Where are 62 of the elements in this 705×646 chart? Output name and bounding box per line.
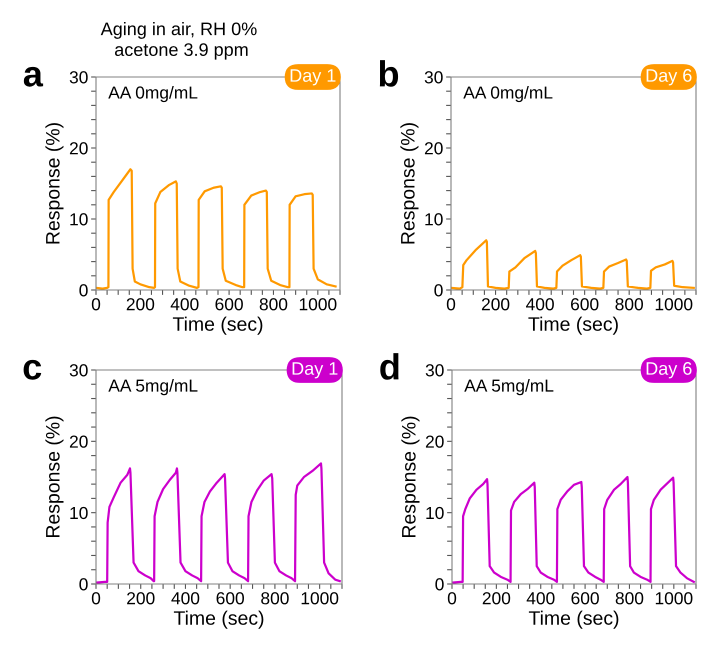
x-tick-label: 200	[482, 298, 510, 310]
x-tick-label: 600	[216, 592, 244, 604]
line-series	[96, 168, 337, 290]
y-tick-label: 30	[70, 71, 88, 84]
y-tick-label: 10	[70, 506, 88, 520]
y-tick-label: 0	[434, 284, 443, 296]
y-tick-label: 20	[70, 142, 88, 154]
y-tick-label: 20	[70, 436, 88, 448]
x-tick-label: 0	[446, 298, 456, 310]
annotation: AA 5mg/mL	[464, 379, 554, 396]
x-axis-title: Time (sec)	[174, 610, 264, 629]
y-tick-label: 10	[70, 213, 88, 226]
x-tick-label: 400	[171, 592, 200, 604]
x-axis-title: Time (sec)	[172, 316, 262, 335]
x-tick-label: 400	[170, 298, 199, 310]
y-axis-title: Response (%)	[45, 416, 64, 537]
x-tick-label: 1000	[302, 592, 338, 604]
text: b	[380, 60, 398, 87]
x-tick-label: 600	[571, 592, 599, 604]
annotation: Day 1	[292, 362, 338, 378]
y-tick-label: 0	[79, 284, 88, 296]
x-tick-label: 600	[571, 298, 598, 310]
x-tick-label: 800	[615, 298, 643, 310]
y-tick-label: 30	[70, 364, 88, 376]
x-tick-label: 800	[616, 592, 644, 604]
y-tick-label: 20	[424, 142, 443, 154]
y-tick-label: 20	[426, 436, 444, 448]
y-tick-label: 10	[425, 213, 443, 226]
x-tick-label: 0	[92, 592, 100, 604]
annotation: AA 0mg/mL	[108, 86, 198, 102]
x-tick-label: 0	[448, 592, 456, 604]
x-tick-label: 200	[127, 592, 155, 604]
y-tick-label: 10	[426, 506, 444, 520]
x-axis-title: Time (sec)	[528, 610, 618, 629]
annotation: Day 6	[646, 69, 692, 86]
text: d	[380, 353, 398, 380]
annotation: Day 1	[290, 69, 336, 86]
y-axis-title: Response (%)	[400, 123, 418, 244]
x-tick-label: 200	[482, 592, 510, 604]
y-axis-title: Response (%)	[401, 416, 420, 537]
annotation: Day 6	[646, 362, 692, 378]
x-tick-label: 200	[126, 298, 154, 310]
x-tick-label: 1000	[656, 298, 692, 310]
y-tick-label: 30	[424, 71, 443, 84]
text: Aging in air, RH 0% acetone 3.9 ppm	[100, 22, 257, 60]
x-tick-label: 800	[260, 298, 288, 310]
x-tick-label: 1000	[300, 298, 336, 310]
text: c	[24, 360, 42, 380]
x-tick-label: 0	[92, 298, 100, 310]
x-tick-label: 400	[526, 592, 555, 604]
annotation: AA 5mg/mL	[108, 379, 198, 396]
annotation: AA 0mg/mL	[463, 86, 552, 102]
text: a	[24, 66, 44, 87]
y-tick-label: 0	[435, 578, 444, 590]
x-axis-title: Time (sec)	[528, 316, 618, 335]
y-tick-label: 30	[426, 364, 444, 376]
x-tick-label: 1000	[656, 592, 692, 604]
y-axis-title: Response (%)	[45, 123, 64, 244]
y-tick-label: 0	[79, 578, 88, 590]
x-tick-label: 800	[261, 592, 289, 604]
x-tick-label: 400	[526, 298, 554, 310]
x-tick-label: 600	[215, 298, 243, 310]
